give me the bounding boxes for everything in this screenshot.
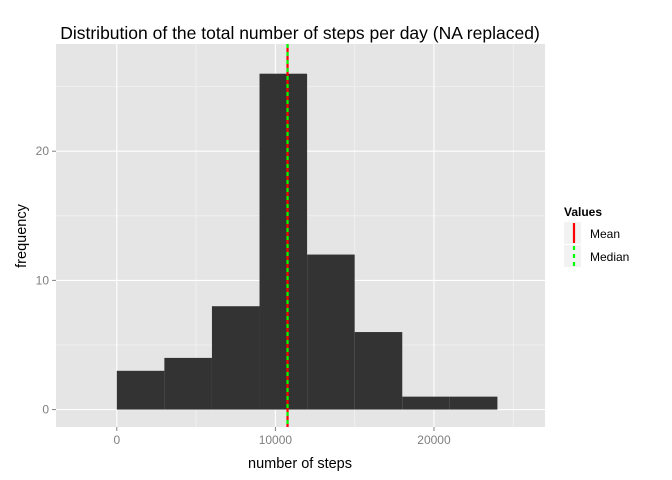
histogram-bar <box>449 396 498 410</box>
histogram-bar <box>116 370 165 410</box>
legend-key-mean <box>564 222 581 244</box>
histogram-bars <box>116 73 498 410</box>
histogram-bar <box>259 73 308 410</box>
histogram-bar <box>402 396 450 410</box>
histogram-bar <box>211 306 260 410</box>
legend-label-mean: Mean <box>590 227 620 241</box>
axes: 0 10000 20000 0 10 20 <box>36 144 451 447</box>
legend-entry-median: Median <box>564 245 629 267</box>
x-tick-label: 10000 <box>259 433 293 447</box>
legend-title: Values <box>564 205 602 219</box>
y-axis-title: frequency <box>14 203 30 267</box>
legend: Values Mean Median <box>564 205 629 267</box>
histogram-bar <box>164 357 212 410</box>
x-axis-title: number of steps <box>248 456 352 472</box>
y-tick-label: 0 <box>42 403 49 417</box>
y-tick-label: 10 <box>36 273 50 287</box>
legend-key-median <box>564 245 581 267</box>
y-tick-label: 20 <box>36 144 50 158</box>
chart-title: Distribution of the total number of step… <box>60 23 540 43</box>
legend-entry-mean: Mean <box>564 222 620 244</box>
legend-label-median: Median <box>590 250 629 264</box>
x-tick-label: 0 <box>113 433 120 447</box>
histogram-bar <box>354 332 403 410</box>
histogram-bar <box>307 254 355 410</box>
x-tick-label: 20000 <box>417 433 451 447</box>
